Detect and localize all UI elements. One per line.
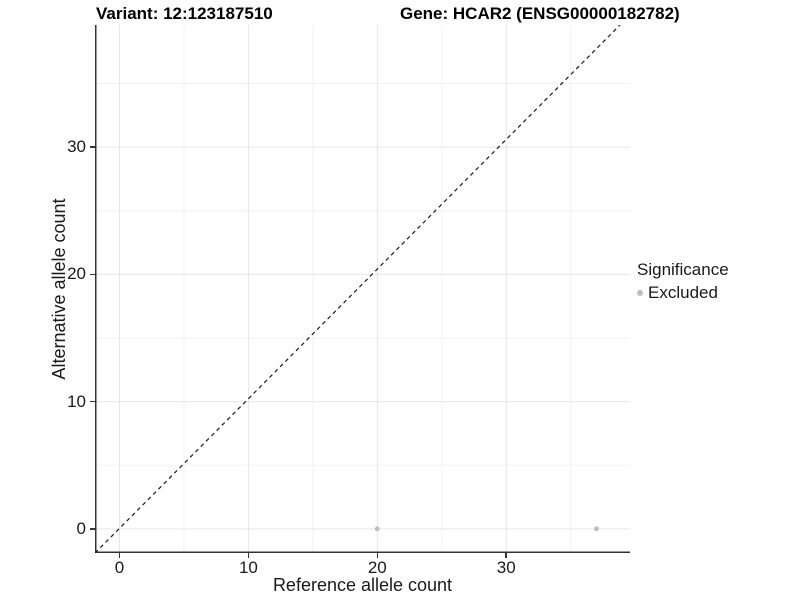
plot-title-variant: Variant: 12:123187510 bbox=[96, 4, 273, 23]
x-tick-label: 30 bbox=[496, 558, 516, 577]
y-tick-label: 10 bbox=[67, 391, 86, 411]
plot-canvas bbox=[95, 25, 630, 553]
x-tick-label: 10 bbox=[238, 558, 258, 577]
x-tick-mark bbox=[247, 553, 250, 558]
data-point bbox=[374, 526, 380, 532]
y-tick-label: 0 bbox=[76, 518, 86, 538]
legend-key-dot bbox=[637, 290, 643, 296]
y-tick-mark bbox=[90, 528, 95, 530]
x-tick-label: 20 bbox=[367, 558, 387, 577]
x-tick-mark bbox=[118, 553, 121, 558]
x-tick-mark bbox=[376, 553, 379, 558]
legend-entry-excluded: Excluded bbox=[637, 283, 729, 303]
plot-panel bbox=[95, 25, 630, 553]
data-point bbox=[594, 526, 599, 532]
legend-title: Significance bbox=[637, 260, 729, 279]
identity-reference-line bbox=[95, 25, 621, 553]
legend: Significance Excluded bbox=[637, 260, 729, 303]
y-tick-mark bbox=[90, 273, 95, 276]
x-tick-label: 0 bbox=[114, 558, 125, 577]
y-axis-title: Alternative allele count bbox=[49, 198, 69, 380]
y-tick-mark bbox=[90, 146, 95, 148]
x-tick-mark bbox=[505, 553, 507, 558]
legend-entry-label: Excluded bbox=[648, 283, 718, 302]
y-tick-label: 30 bbox=[67, 137, 86, 157]
x-axis-title: Reference allele count bbox=[272, 575, 453, 595]
y-tick-label: 20 bbox=[67, 264, 86, 284]
plot-title-gene: Gene: HCAR2 (ENSG00000182782) bbox=[400, 4, 680, 23]
y-tick-mark bbox=[90, 400, 95, 403]
